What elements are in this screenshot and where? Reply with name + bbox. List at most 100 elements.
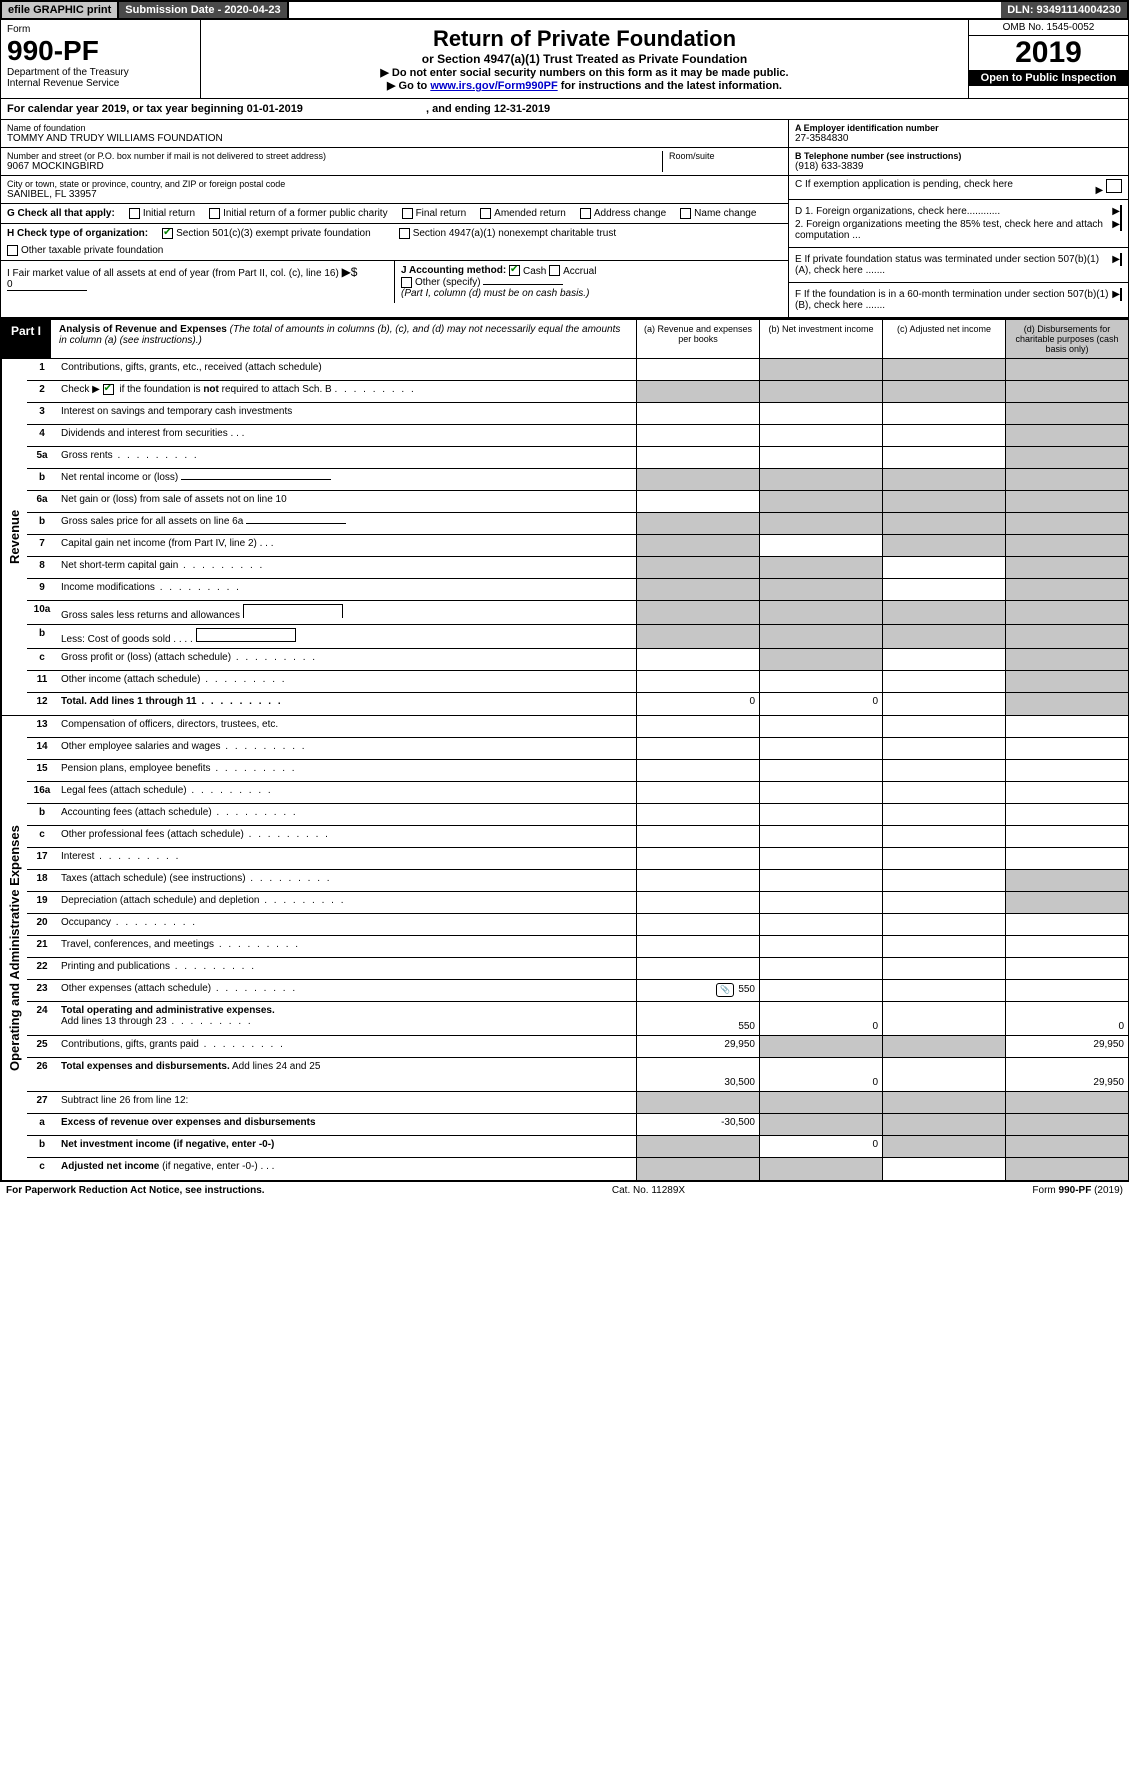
form-number: 990-PF — [7, 35, 194, 67]
year-col: OMB No. 1545-0052 2019 Open to Public In… — [968, 20, 1128, 98]
j-cell: J Accounting method: Cash Accrual Other … — [395, 261, 788, 302]
c-checkbox[interactable] — [1106, 179, 1122, 193]
checkbox-icon[interactable] — [680, 208, 691, 219]
h-other-taxable[interactable]: Other taxable private foundation — [7, 245, 163, 256]
g-opt-final[interactable]: Final return — [402, 208, 467, 219]
row-9: 9Income modifications — [27, 579, 1128, 601]
calyear-mid: , and ending — [426, 103, 494, 115]
city-cell: City or town, state or province, country… — [1, 176, 788, 204]
checkbox-icon[interactable] — [549, 265, 560, 276]
i-cell: I Fair market value of all assets at end… — [1, 261, 395, 302]
checkbox-icon[interactable] — [129, 208, 140, 219]
checkbox-icon[interactable] — [399, 228, 410, 239]
row-26: 26Total expenses and disbursements. Add … — [27, 1058, 1128, 1092]
ein: 27-3584830 — [795, 133, 848, 144]
part1-desc: Analysis of Revenue and Expenses (The to… — [51, 320, 636, 358]
room-label: Room/suite — [669, 151, 782, 161]
e-checkbox[interactable] — [1120, 253, 1122, 266]
checkbox-icon[interactable] — [402, 208, 413, 219]
row-8: 8Net short-term capital gain — [27, 557, 1128, 579]
g-opt-name[interactable]: Name change — [680, 208, 756, 219]
phone-cell: B Telephone number (see instructions) (9… — [789, 148, 1128, 176]
checkbox-icon[interactable] — [7, 245, 18, 256]
row-16a: 16aLegal fees (attach schedule) — [27, 782, 1128, 804]
row-17: 17Interest — [27, 848, 1128, 870]
j-accrual[interactable]: Accrual — [549, 266, 596, 277]
g-row: G Check all that apply: Initial return I… — [1, 204, 788, 224]
d2-checkbox[interactable] — [1120, 218, 1122, 231]
irs-link[interactable]: www.irs.gov/Form990PF — [430, 80, 557, 92]
row-19: 19Depreciation (attach schedule) and dep… — [27, 892, 1128, 914]
calyear-pre: For calendar year 2019, or tax year begi… — [7, 103, 247, 115]
row-18: 18Taxes (attach schedule) (see instructi… — [27, 870, 1128, 892]
h-501c3[interactable]: Section 501(c)(3) exempt private foundat… — [162, 228, 371, 239]
city-label: City or town, state or province, country… — [7, 179, 782, 189]
f-cell: F If the foundation is in a 60-month ter… — [789, 283, 1128, 317]
row-6b: bGross sales price for all assets on lin… — [27, 513, 1128, 535]
footer-right: Form 990-PF (2019) — [1032, 1185, 1123, 1196]
checkbox-checked-icon[interactable] — [509, 265, 520, 276]
h-lead: H Check type of organization: — [7, 228, 148, 239]
footer-mid: Cat. No. 11289X — [612, 1185, 685, 1196]
info-left: Name of foundation TOMMY AND TRUDY WILLI… — [1, 120, 788, 317]
row-11: 11Other income (attach schedule) — [27, 671, 1128, 693]
note2-post: for instructions and the latest informat… — [558, 80, 782, 92]
phone: (918) 633-3839 — [795, 161, 863, 172]
row-27: 27Subtract line 26 from line 12: — [27, 1092, 1128, 1114]
calendar-year-row: For calendar year 2019, or tax year begi… — [0, 99, 1129, 120]
checkbox-icon[interactable] — [401, 277, 412, 288]
d-cell: D 1. Foreign organizations, check here..… — [789, 200, 1128, 248]
note-ssn: ▶ Do not enter social security numbers o… — [207, 66, 962, 79]
row-27a: aExcess of revenue over expenses and dis… — [27, 1114, 1128, 1136]
g-opt-address[interactable]: Address change — [580, 208, 666, 219]
h-4947[interactable]: Section 4947(a)(1) nonexempt charitable … — [399, 228, 616, 239]
efile-label[interactable]: efile GRAPHIC print — [2, 2, 119, 18]
j-note: (Part I, column (d) must be on cash basi… — [401, 288, 589, 299]
j-other[interactable]: Other (specify) — [401, 277, 563, 288]
row-5b: bNet rental income or (loss) — [27, 469, 1128, 491]
submission-date: Submission Date - 2020-04-23 — [119, 2, 288, 18]
row-10a: 10aGross sales less returns and allowanc… — [27, 601, 1128, 625]
c-cell: C If exemption application is pending, c… — [789, 176, 1128, 200]
irs-label: Internal Revenue Service — [7, 78, 194, 89]
row-27b: bNet investment income (if negative, ent… — [27, 1136, 1128, 1158]
row-23: 23Other expenses (attach schedule)📎550 — [27, 980, 1128, 1002]
checkbox-icon[interactable] — [480, 208, 491, 219]
j-label: J Accounting method: — [401, 266, 506, 277]
e-cell: E If private foundation status was termi… — [789, 248, 1128, 283]
foundation-name-cell: Name of foundation TOMMY AND TRUDY WILLI… — [1, 120, 788, 148]
checkbox-icon[interactable] — [209, 208, 220, 219]
row-22: 22Printing and publications — [27, 958, 1128, 980]
row-16b: bAccounting fees (attach schedule) — [27, 804, 1128, 826]
row-15: 15Pension plans, employee benefits — [27, 760, 1128, 782]
checkbox-icon[interactable] — [580, 208, 591, 219]
i-value: 0 — [7, 279, 87, 291]
j-cash[interactable]: Cash — [509, 266, 546, 277]
address: 9067 MOCKINGBIRD — [7, 161, 104, 172]
f-label: F If the foundation is in a 60-month ter… — [795, 289, 1112, 311]
row-10b: bLess: Cost of goods sold . . . . — [27, 625, 1128, 649]
row-21: 21Travel, conferences, and meetings — [27, 936, 1128, 958]
d1-label: D 1. Foreign organizations, check here..… — [795, 206, 1000, 217]
dln: DLN: 93491114004230 — [1001, 2, 1127, 18]
g-opt-initial[interactable]: Initial return — [129, 208, 195, 219]
schedule-icon[interactable]: 📎 — [716, 983, 734, 997]
note-link: ▶ Go to www.irs.gov/Form990PF for instru… — [207, 79, 962, 92]
schb-checkbox[interactable] — [103, 384, 114, 395]
col-b-head: (b) Net investment income — [759, 320, 882, 358]
row-7: 7Capital gain net income (from Part IV, … — [27, 535, 1128, 557]
form-id-col: Form 990-PF Department of the Treasury I… — [1, 20, 201, 98]
d1-checkbox[interactable] — [1120, 205, 1122, 218]
ij-row: I Fair market value of all assets at end… — [1, 261, 788, 302]
checkbox-checked-icon[interactable] — [162, 228, 173, 239]
f-checkbox[interactable] — [1120, 288, 1122, 301]
revenue-side-label: Revenue — [1, 359, 27, 715]
part1-title: Analysis of Revenue and Expenses — [59, 324, 227, 335]
omb-number: OMB No. 1545-0052 — [969, 20, 1128, 36]
g-opt-initial-former[interactable]: Initial return of a former public charit… — [209, 208, 388, 219]
row-1: 1Contributions, gifts, grants, etc., rec… — [27, 359, 1128, 381]
row-13: 13Compensation of officers, directors, t… — [27, 716, 1128, 738]
info-right: A Employer identification number 27-3584… — [788, 120, 1128, 317]
e-label: E If private foundation status was termi… — [795, 254, 1112, 276]
g-opt-amended[interactable]: Amended return — [480, 208, 566, 219]
